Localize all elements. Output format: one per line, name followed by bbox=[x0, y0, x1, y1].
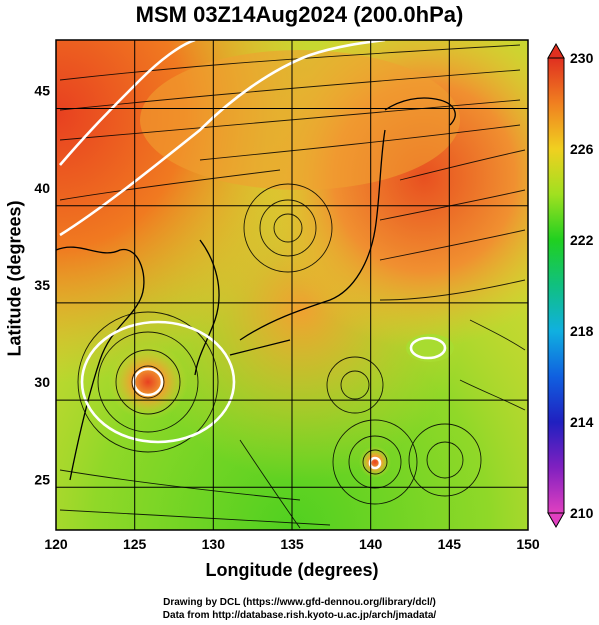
x-axis-ticks: 120 125 130 135 140 145 150 bbox=[44, 536, 540, 552]
y-tick-label: 45 bbox=[34, 83, 50, 99]
x-tick-label: 140 bbox=[359, 536, 383, 552]
plot-frame bbox=[55, 39, 529, 531]
y-tick-label: 35 bbox=[34, 277, 50, 293]
x-tick-label: 130 bbox=[202, 536, 226, 552]
chart-title: MSM 03Z14Aug2024 (200.0hPa) bbox=[135, 2, 464, 27]
colorbar-tick-label: 218 bbox=[570, 323, 594, 339]
y-tick-label: 30 bbox=[34, 374, 50, 390]
x-axis-label: Longitude (degrees) bbox=[205, 560, 379, 580]
x-tick-label: 145 bbox=[438, 536, 462, 552]
colorbar-tick-label: 222 bbox=[570, 232, 594, 248]
colorbar-tick-label: 210 bbox=[570, 505, 594, 521]
colorbar-tick-label: 230 bbox=[570, 50, 594, 66]
x-tick-label: 135 bbox=[280, 536, 304, 552]
colorbar-tick-label: 226 bbox=[570, 141, 594, 157]
colorbar-top-arrow bbox=[547, 42, 565, 59]
credit-data: Data from http://database.rish.kyoto-u.a… bbox=[162, 610, 437, 621]
x-tick-label: 125 bbox=[123, 536, 147, 552]
x-tick-label: 120 bbox=[44, 536, 68, 552]
colorbar-bar bbox=[547, 57, 565, 514]
colorbar-ticks: 210 214 218 222 226 230 bbox=[570, 50, 594, 521]
credit-drawing: Drawing by DCL (https://www.gfd-dennou.o… bbox=[163, 597, 436, 608]
x-tick-label: 150 bbox=[516, 536, 540, 552]
y-tick-label: 25 bbox=[34, 471, 50, 487]
y-axis-ticks: 25 30 35 40 45 bbox=[34, 83, 50, 488]
colorbar-tick-label: 214 bbox=[570, 414, 594, 430]
colorbar-bottom-arrow bbox=[547, 512, 565, 529]
colorbar bbox=[547, 42, 565, 529]
y-axis-label: Latitude (degrees) bbox=[4, 200, 25, 357]
plot-area bbox=[56, 40, 528, 530]
y-tick-label: 40 bbox=[34, 180, 50, 196]
